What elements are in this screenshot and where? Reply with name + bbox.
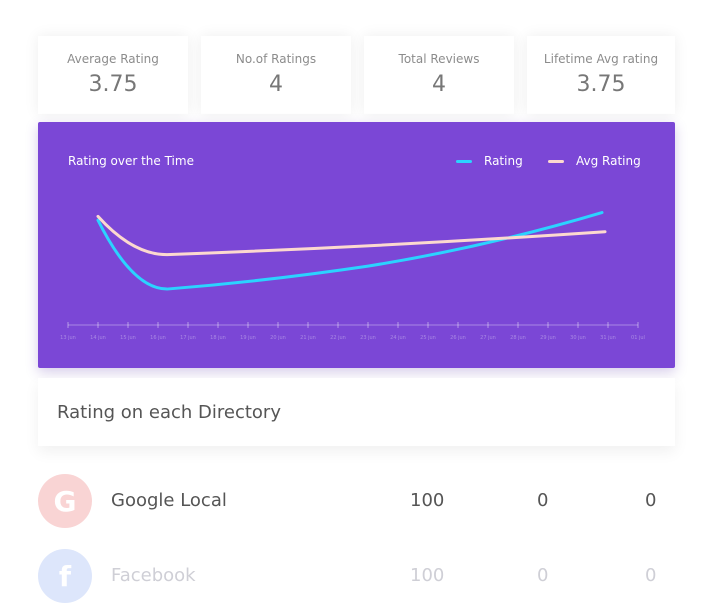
directory-title: Rating on each Directory bbox=[57, 402, 281, 423]
x-tick-label: 28 jun bbox=[510, 335, 526, 341]
x-tick-label: 20 jun bbox=[270, 335, 286, 341]
legend-label-avg-rating: Avg Rating bbox=[576, 154, 641, 168]
logo-letter: G bbox=[53, 484, 77, 518]
directory-value-2: 0 bbox=[537, 565, 549, 586]
series-line-avg-rating bbox=[96, 214, 607, 257]
x-tick-label: 30 jun bbox=[570, 335, 586, 341]
x-tick-label: 16 jun bbox=[150, 335, 166, 341]
x-tick-label: 17 jun bbox=[180, 335, 196, 341]
directory-value-2: 0 bbox=[537, 490, 549, 511]
stat-label: Average Rating bbox=[67, 52, 159, 66]
legend-item-avg-rating[interactable]: Avg Rating bbox=[548, 154, 641, 168]
directory-header-card: Rating on each Directory bbox=[38, 378, 675, 446]
directory-value-3: 0 bbox=[645, 565, 657, 586]
x-tick-label: 15 jun bbox=[120, 335, 136, 341]
x-tick-label: 23 jun bbox=[360, 335, 376, 341]
x-tick-label: 14 jun bbox=[90, 335, 106, 341]
directory-name: Facebook bbox=[111, 565, 196, 586]
x-tick-label: 19 jun bbox=[240, 335, 256, 341]
legend-swatch-rating bbox=[456, 159, 472, 163]
x-tick-label: 27 jun bbox=[480, 335, 496, 341]
series-line-rating bbox=[96, 211, 604, 291]
directory-value-1: 100 bbox=[410, 565, 445, 586]
x-tick-label: 22 jun bbox=[330, 335, 346, 341]
stat-value: 3.75 bbox=[576, 72, 626, 97]
logo-letter: f bbox=[58, 559, 72, 593]
stat-label: Lifetime Avg rating bbox=[543, 52, 659, 66]
stat-card-no-of-ratings: No.of Ratings 4 bbox=[201, 36, 351, 114]
legend-label-rating: Rating bbox=[484, 154, 523, 168]
x-tick-label: 18 jun bbox=[210, 335, 226, 341]
directory-value-3: 0 bbox=[645, 490, 657, 511]
directory-name: Google Local bbox=[111, 490, 227, 511]
stat-value: 4 bbox=[269, 72, 283, 97]
x-tick-label: 21 jun bbox=[300, 335, 316, 341]
directory-row-facebook[interactable]: f Facebook 100 0 0 bbox=[0, 549, 713, 603]
stat-card-average-rating: Average Rating 3.75 bbox=[38, 36, 188, 114]
x-tick-label: 25 jun bbox=[420, 335, 436, 341]
directory-value-1: 100 bbox=[410, 490, 445, 511]
x-tick-label: 29 jun bbox=[540, 335, 556, 341]
chart-title: Rating over the Time bbox=[68, 154, 194, 168]
stat-value: 4 bbox=[432, 72, 446, 97]
x-tick-label: 26 jun bbox=[450, 335, 466, 341]
x-tick-label: 13 jun bbox=[60, 335, 76, 341]
legend-item-rating[interactable]: Rating bbox=[456, 154, 523, 168]
rating-chart-card: 13 jun 14 jun 15 jun 16 jun 17 jun 18 jun 19 j… bbox=[38, 122, 675, 368]
rating-line-chart: 13 jun 14 jun 15 jun 16 jun 17 jun 18 jun 19 j… bbox=[60, 211, 645, 341]
facebook-icon: f bbox=[38, 549, 92, 603]
stat-label: No.of Ratings bbox=[235, 52, 317, 66]
stat-value: 3.75 bbox=[88, 72, 138, 97]
stat-card-lifetime-avg-rating: Lifetime Avg rating 3.75 bbox=[527, 36, 675, 114]
x-tick-label: 24 jun bbox=[390, 335, 406, 341]
x-tick-label: 01 jul bbox=[631, 335, 645, 341]
stat-label: Total Reviews bbox=[398, 52, 480, 66]
x-tick-label: 31 jun bbox=[600, 335, 616, 341]
directory-row-google-local[interactable]: G Google Local 100 0 0 bbox=[0, 474, 713, 530]
google-icon: G bbox=[38, 474, 92, 528]
legend-swatch-avg-rating bbox=[548, 159, 564, 163]
stat-card-total-reviews: Total Reviews 4 bbox=[364, 36, 514, 114]
